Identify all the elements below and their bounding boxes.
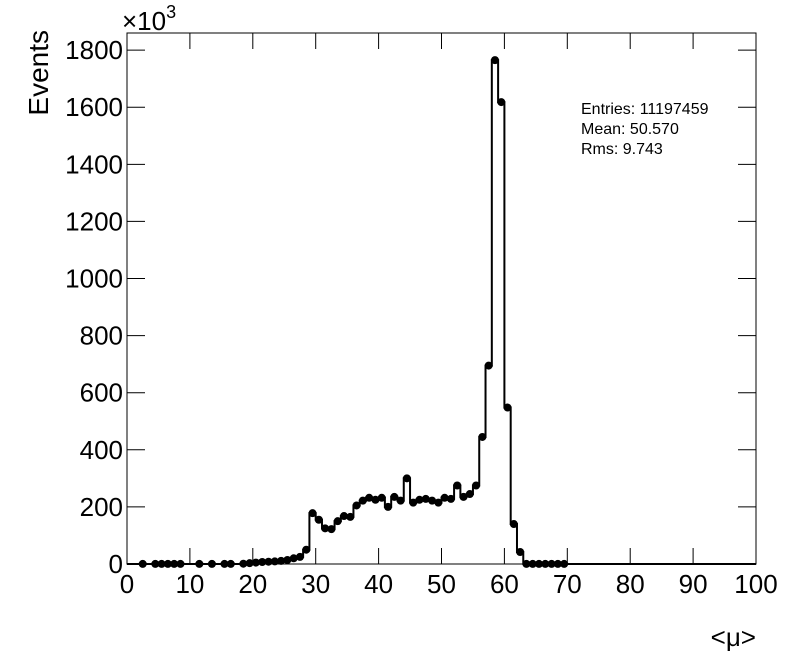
y-tick-label: 1600 xyxy=(65,92,123,122)
data-point xyxy=(390,492,399,501)
data-point xyxy=(434,498,443,507)
y-tick-label: 1000 xyxy=(65,264,123,294)
data-point xyxy=(497,98,506,107)
x-tick-label: 70 xyxy=(553,569,582,599)
data-point xyxy=(226,559,235,568)
data-point xyxy=(428,496,437,505)
x-tick-label: 100 xyxy=(734,569,777,599)
data-point xyxy=(453,481,462,490)
data-point xyxy=(170,559,179,568)
data-point xyxy=(321,524,330,533)
data-point xyxy=(258,558,267,567)
data-point xyxy=(402,474,411,483)
stats-box: Entries: 11197459 Mean: 50.570 Rms: 9.743 xyxy=(581,101,709,158)
data-point xyxy=(308,509,317,518)
x-tick-label: 40 xyxy=(364,569,393,599)
data-point xyxy=(295,552,304,561)
data-point xyxy=(440,493,449,502)
data-point xyxy=(541,559,550,568)
data-point xyxy=(365,493,374,502)
data-point xyxy=(358,496,367,505)
x-tick-label: 90 xyxy=(679,569,708,599)
data-point xyxy=(421,494,430,503)
x-tick-label: 80 xyxy=(616,569,645,599)
data-point xyxy=(396,496,405,505)
y-tick-label: 800 xyxy=(80,321,123,351)
y-tick-label: 600 xyxy=(80,378,123,408)
multiplier-base: ×10 xyxy=(122,6,166,36)
data-point xyxy=(314,515,323,524)
data-point xyxy=(245,559,254,568)
stats-line: Entries: 11197459 xyxy=(581,101,709,118)
x-tick-label: 30 xyxy=(301,569,330,599)
data-point xyxy=(553,559,562,568)
data-point xyxy=(283,556,292,565)
x-axis-label: <μ> xyxy=(711,622,756,652)
data-point xyxy=(352,501,361,510)
data-point xyxy=(289,554,298,563)
data-point xyxy=(560,559,569,568)
data-point xyxy=(384,502,393,511)
x-tick-label: 20 xyxy=(238,569,267,599)
y-tick-label: 1800 xyxy=(65,35,123,65)
y-tick-label: 200 xyxy=(80,492,123,522)
data-point xyxy=(465,490,474,499)
multiplier-exponent: 3 xyxy=(166,2,176,22)
data-point xyxy=(522,559,531,568)
data-point xyxy=(327,525,336,534)
data-point xyxy=(163,559,172,568)
data-point xyxy=(371,495,380,504)
data-point xyxy=(251,558,260,567)
data-point xyxy=(277,556,286,565)
data-point xyxy=(528,559,537,568)
y-tick-label: 0 xyxy=(109,549,123,579)
x-tick-label: 10 xyxy=(175,569,204,599)
data-point xyxy=(195,559,204,568)
x-tick-label: 60 xyxy=(490,569,519,599)
data-point xyxy=(239,559,248,568)
data-point xyxy=(415,495,424,504)
y-tick-label: 1400 xyxy=(65,149,123,179)
data-point xyxy=(138,559,147,568)
data-point xyxy=(333,517,342,526)
data-point xyxy=(409,498,418,507)
data-point xyxy=(264,557,273,566)
data-point xyxy=(484,361,493,370)
y-axis-label: Events xyxy=(23,30,54,116)
data-point xyxy=(547,559,556,568)
data-point xyxy=(503,403,512,412)
x-tick-label: 50 xyxy=(427,569,456,599)
stats-line: Mean: 50.570 xyxy=(581,121,679,138)
multiplier: ×103 xyxy=(122,2,176,36)
data-point xyxy=(446,494,455,503)
data-point xyxy=(270,557,279,566)
data-point xyxy=(220,559,229,568)
stats-line: Rms: 9.743 xyxy=(581,141,663,158)
data-point xyxy=(340,512,349,521)
y-tick-label: 400 xyxy=(80,435,123,465)
data-point xyxy=(377,493,386,502)
data-point xyxy=(459,492,468,501)
data-point xyxy=(176,559,185,568)
data-point xyxy=(151,559,160,568)
data-point xyxy=(478,432,487,441)
y-tick-label: 1200 xyxy=(65,206,123,236)
data-point xyxy=(509,520,518,529)
data-point xyxy=(490,56,499,65)
data-point xyxy=(157,559,166,568)
data-point xyxy=(534,559,543,568)
data-point xyxy=(516,548,525,557)
data-point xyxy=(346,512,355,521)
data-point xyxy=(207,559,216,568)
x-tick-label: 0 xyxy=(120,569,134,599)
data-point xyxy=(472,481,481,490)
data-point xyxy=(302,545,311,554)
